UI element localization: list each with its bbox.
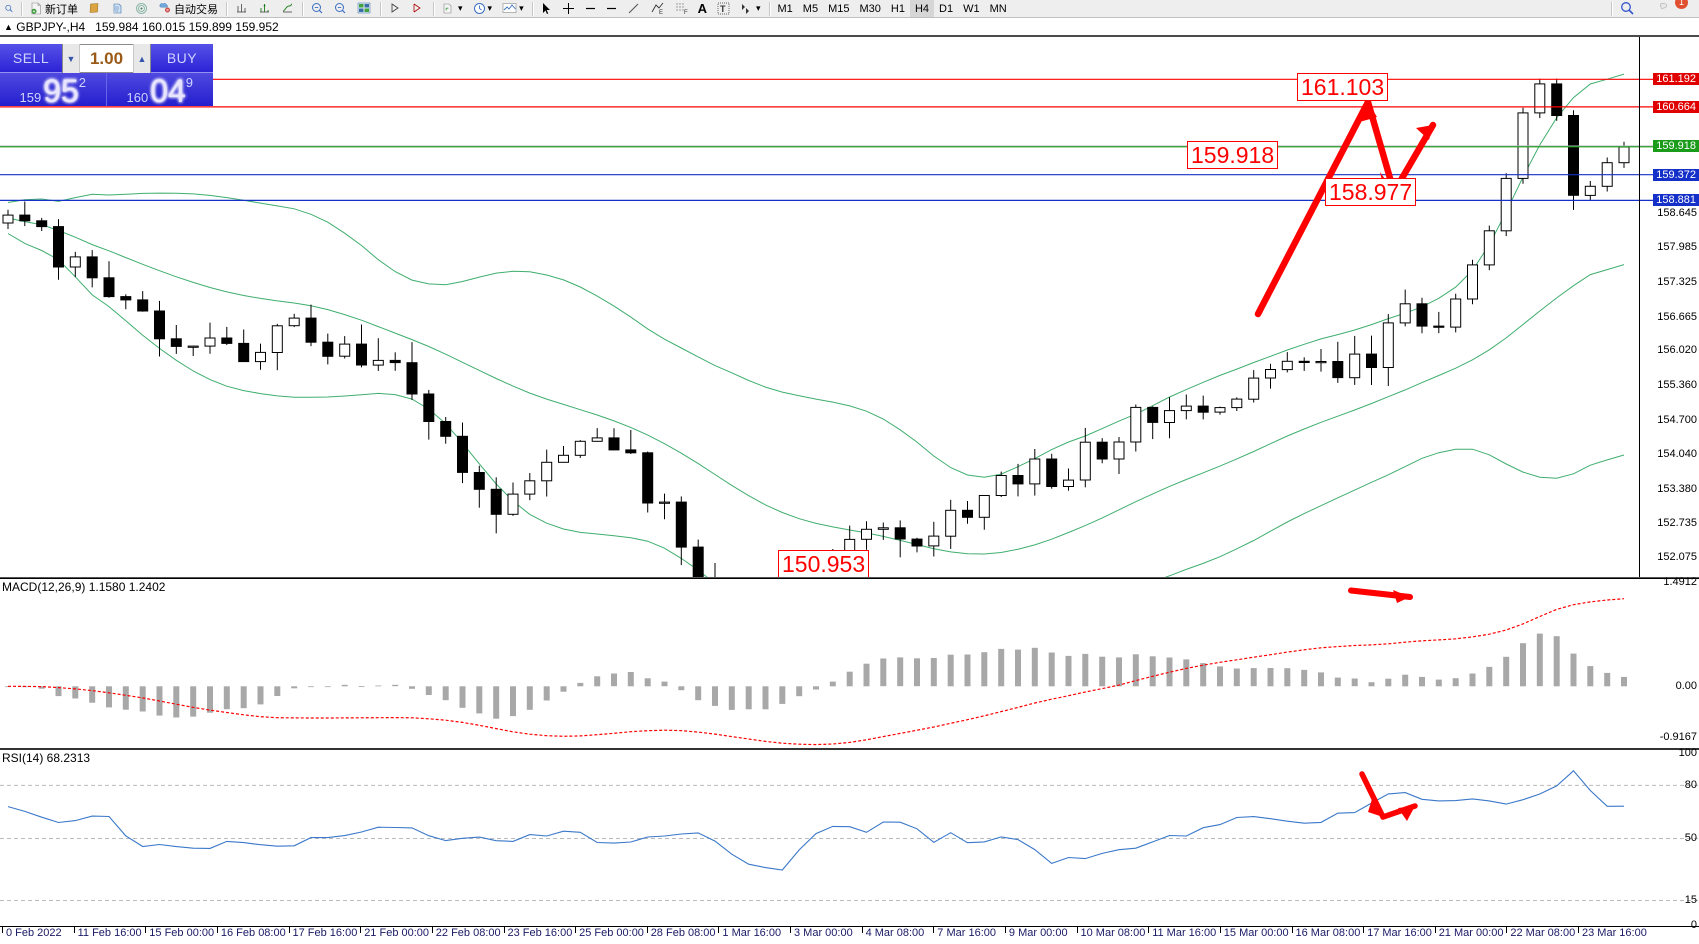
svg-text:E: E — [659, 10, 663, 15]
svg-text:T: T — [720, 4, 726, 14]
svg-text:F: F — [684, 10, 688, 15]
